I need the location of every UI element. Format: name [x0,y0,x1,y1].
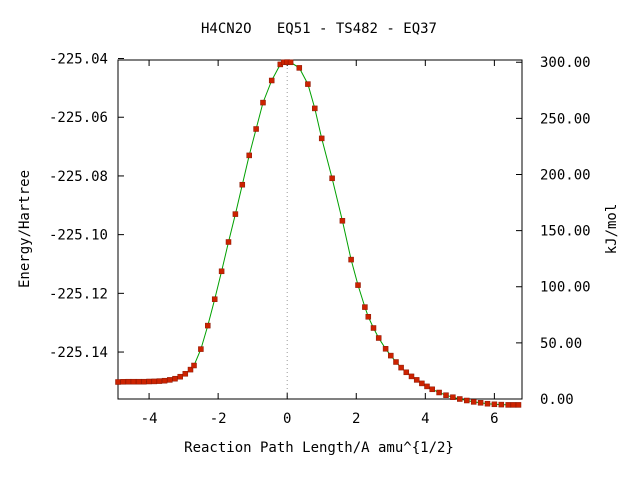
data-point [115,379,121,385]
y2-tick-label: 0.00 [540,392,574,408]
y2-tick-label: 150.00 [540,224,591,240]
data-point [146,378,152,385]
data-point [362,304,368,310]
data-point [312,105,318,112]
data-point [211,296,218,302]
x-axis-label: Reaction Path Length/A amu^{1/2} [184,440,454,456]
y-tick-label: -225.14 [49,345,108,361]
y2-tick-label: 100.00 [540,280,591,296]
data-point [339,218,346,224]
data-point [246,152,252,159]
y2-tick-label: 200.00 [540,167,591,183]
chart-title: H4CN2O EQ51 - TS482 - EQ37 [201,21,437,37]
y-tick-label: -225.04 [49,52,108,68]
data-point [413,377,420,383]
data-point [182,371,189,377]
data-point [491,401,498,408]
data-point [382,346,389,352]
x-axis-ticks: -4 -2 0 2 4 6 [141,60,499,427]
y2-axis-label: kJ/mol [604,204,620,255]
data-point [457,396,463,402]
data-point [239,181,246,188]
data-point [268,77,275,84]
x-tick-label: -4 [141,411,158,427]
data-point [355,282,361,288]
data-point [287,59,294,66]
data-point [329,175,335,182]
data-point [515,402,522,408]
data-point [464,397,470,404]
data-point [498,401,505,408]
data-point [141,378,147,385]
data-point [510,402,517,408]
data-point [393,359,399,365]
data-point [218,268,225,275]
y-axis-ticks: -225.04 -225.06 -225.08 -225.10 -225.12 -225.… [49,52,124,361]
data-point [187,366,194,373]
data-point [253,126,259,132]
data-point [232,211,239,217]
y-tick-label: -225.10 [49,228,108,244]
data-point [505,402,511,408]
data-point [167,377,173,383]
data-point [424,383,430,390]
data-point [130,378,137,385]
data-point [450,394,456,400]
data-point [172,375,178,382]
data-point [436,389,442,396]
data-point [177,373,183,380]
plot-frame [117,59,523,400]
data-point [348,256,354,263]
energy-curve [117,61,519,406]
data-point [151,378,158,385]
x-tick-label: -2 [210,411,227,427]
data-point [443,392,449,398]
data-point [225,239,232,245]
data-point [191,362,197,369]
y-axis-label: Energy/Hartree [17,170,33,288]
data-point [198,346,204,352]
y2-tick-label: 250.00 [540,111,591,127]
data-point [470,399,477,405]
y2-axis-ticks: 300.00 250.00 200.00 150.00 100.00 50.00 0.00 [516,55,591,408]
data-point [429,386,435,393]
y-tick-label: -225.08 [49,169,108,185]
data-point [398,364,404,371]
data-point [365,314,372,320]
data-point [260,99,266,106]
y2-tick-label: 50.00 [540,336,582,352]
data-point [419,380,425,387]
data-point [408,373,415,380]
y2-tick-label: 300.00 [540,55,591,71]
data-point [370,325,377,331]
data-point [477,400,484,406]
energy-points [115,59,522,408]
x-tick-label: 0 [283,411,291,427]
data-point [135,378,142,385]
x-tick-label: 2 [352,411,360,427]
data-point [375,335,382,341]
x-tick-label: 4 [421,411,429,427]
data-point [484,400,491,407]
data-point [296,65,303,71]
data-point [305,81,311,87]
y-tick-label: -225.06 [49,110,108,126]
data-point [156,378,163,384]
data-point [318,135,325,142]
y-tick-label: -225.12 [49,286,108,302]
data-point [120,379,126,385]
data-point [205,322,211,329]
data-point [403,369,410,376]
data-point [125,378,132,385]
data-point [161,377,168,384]
data-point [388,352,394,359]
x-tick-label: 6 [490,411,498,427]
